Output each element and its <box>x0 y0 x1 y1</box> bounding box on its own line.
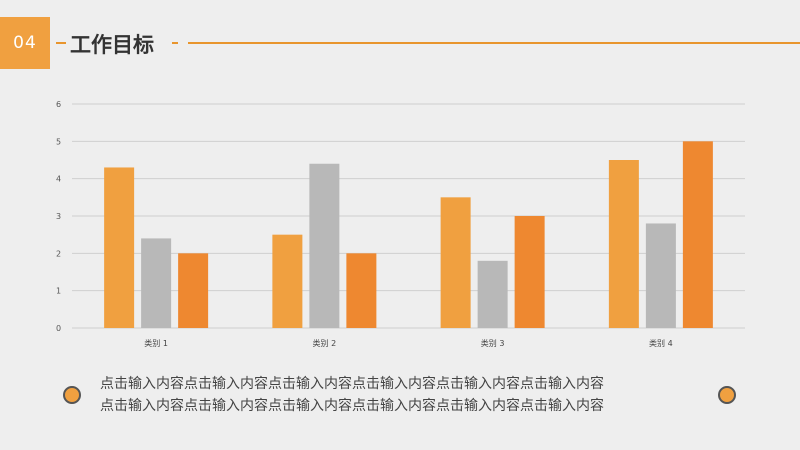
bar <box>309 163 340 328</box>
y-tick-label: 5 <box>56 137 61 146</box>
y-tick-label: 2 <box>56 249 61 258</box>
title-dash <box>56 42 66 44</box>
bullet-right-icon <box>718 386 736 404</box>
y-tick-label: 6 <box>56 100 61 109</box>
bar <box>178 253 209 328</box>
bar <box>440 197 471 328</box>
x-tick-label: 类别 1 <box>144 338 168 348</box>
y-tick-label: 4 <box>56 175 61 184</box>
x-tick-label: 类别 3 <box>481 338 505 348</box>
bar <box>104 167 135 328</box>
title-dot <box>172 42 178 44</box>
x-tick-label: 类别 4 <box>649 338 673 348</box>
bar <box>608 160 639 328</box>
y-tick-label: 3 <box>56 212 61 221</box>
section-number: 04 <box>13 33 37 53</box>
bullet-left-icon <box>63 386 81 404</box>
bar <box>645 223 676 328</box>
x-tick-label: 类别 2 <box>313 338 337 348</box>
bar <box>514 216 545 328</box>
bar <box>477 260 508 328</box>
y-tick-label: 0 <box>56 324 61 333</box>
bar <box>272 234 303 328</box>
page-title: 工作目标 <box>70 33 154 57</box>
y-tick-label: 1 <box>56 287 61 296</box>
bar <box>141 238 172 328</box>
bar <box>682 141 713 328</box>
title-rule <box>188 42 800 44</box>
bar <box>346 253 377 328</box>
section-number-badge: 04 <box>0 17 50 69</box>
body-text-line-2: 点击输入内容点击输入内容点击输入内容点击输入内容点击输入内容点击输入内容 <box>100 398 604 414</box>
body-text-line-1: 点击输入内容点击输入内容点击输入内容点击输入内容点击输入内容点击输入内容 <box>100 376 604 392</box>
body-text: 点击输入内容点击输入内容点击输入内容点击输入内容点击输入内容点击输入内容 点击输… <box>100 373 710 417</box>
